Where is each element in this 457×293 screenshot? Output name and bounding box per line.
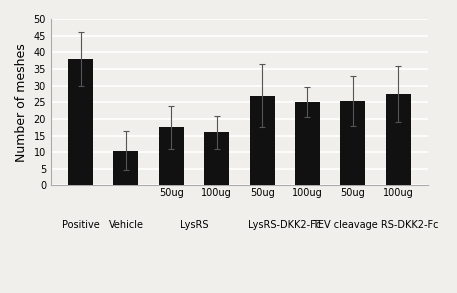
Text: LysRS-DKK2-Fc: LysRS-DKK2-Fc	[248, 220, 321, 230]
Bar	[204, 132, 229, 185]
Bar	[250, 96, 275, 185]
Bar	[340, 100, 366, 185]
Text: Vehicle: Vehicle	[108, 220, 143, 230]
Bar	[159, 127, 184, 185]
Bar	[68, 59, 93, 185]
Bar	[113, 151, 138, 185]
Bar	[386, 94, 411, 185]
Text: Positive: Positive	[62, 220, 100, 230]
Text: LysRS: LysRS	[180, 220, 208, 230]
Bar	[295, 102, 320, 185]
Text: TEV cleavage RS-DKK2-Fc: TEV cleavage RS-DKK2-Fc	[312, 220, 439, 230]
Y-axis label: Number of meshes: Number of meshes	[15, 43, 28, 162]
